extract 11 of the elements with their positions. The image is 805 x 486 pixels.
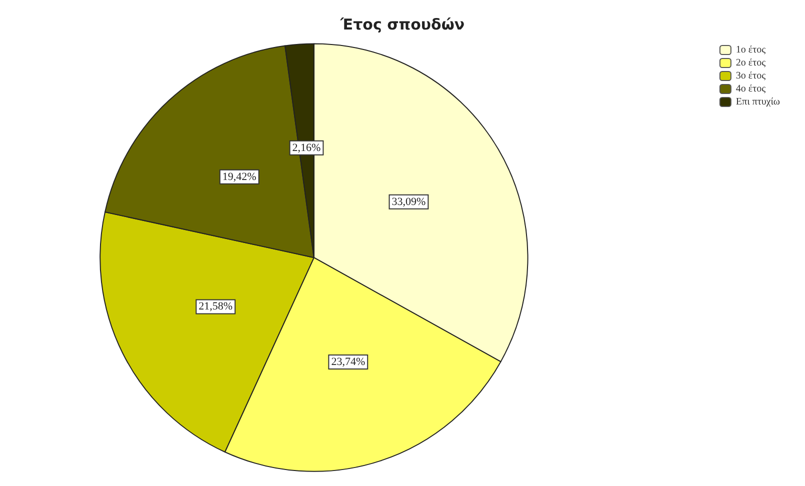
chart-title: Έτος σπουδών (339, 16, 465, 34)
legend-label: 3ο έτος (736, 70, 766, 82)
data-label: 33,09% (392, 196, 426, 208)
data-label: 19,42% (222, 170, 256, 183)
legend-label: 2ο έτος (736, 58, 766, 68)
data-label: 2,16% (292, 142, 321, 154)
data-label: 23,74% (331, 356, 366, 368)
data-label: 21,58% (198, 300, 233, 313)
legend-label: Επι πτυχίω (736, 96, 780, 108)
legend-label: 4ο έτος (736, 84, 766, 94)
legend-label: 1ο έτος (736, 44, 766, 56)
